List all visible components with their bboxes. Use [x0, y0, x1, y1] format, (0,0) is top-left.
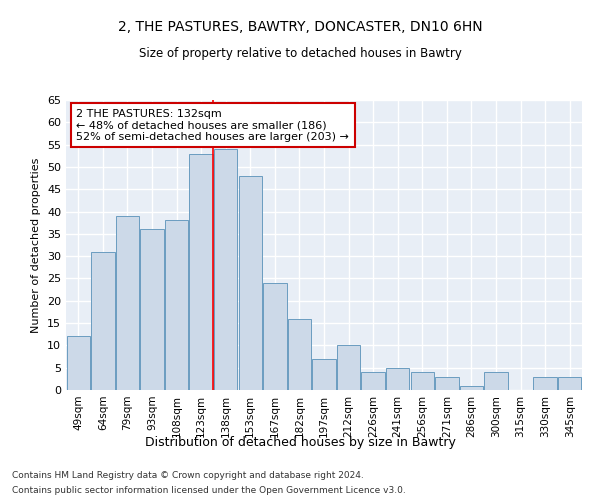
Bar: [386, 368, 409, 390]
Bar: [460, 386, 483, 390]
Bar: [361, 372, 385, 390]
Bar: [410, 372, 434, 390]
Bar: [214, 149, 238, 390]
Bar: [239, 176, 262, 390]
Text: Distribution of detached houses by size in Bawtry: Distribution of detached houses by size …: [145, 436, 455, 449]
Bar: [288, 318, 311, 390]
Bar: [91, 252, 115, 390]
Bar: [558, 376, 581, 390]
Text: 2 THE PASTURES: 132sqm
← 48% of detached houses are smaller (186)
52% of semi-de: 2 THE PASTURES: 132sqm ← 48% of detached…: [76, 108, 349, 142]
Bar: [140, 230, 164, 390]
Bar: [533, 376, 557, 390]
Text: Contains public sector information licensed under the Open Government Licence v3: Contains public sector information licen…: [12, 486, 406, 495]
Text: 2, THE PASTURES, BAWTRY, DONCASTER, DN10 6HN: 2, THE PASTURES, BAWTRY, DONCASTER, DN10…: [118, 20, 482, 34]
Text: Size of property relative to detached houses in Bawtry: Size of property relative to detached ho…: [139, 48, 461, 60]
Bar: [313, 359, 335, 390]
Bar: [484, 372, 508, 390]
Text: Contains HM Land Registry data © Crown copyright and database right 2024.: Contains HM Land Registry data © Crown c…: [12, 471, 364, 480]
Bar: [263, 283, 287, 390]
Bar: [165, 220, 188, 390]
Bar: [435, 376, 458, 390]
Bar: [67, 336, 90, 390]
Bar: [190, 154, 213, 390]
Bar: [116, 216, 139, 390]
Y-axis label: Number of detached properties: Number of detached properties: [31, 158, 41, 332]
Bar: [337, 346, 360, 390]
